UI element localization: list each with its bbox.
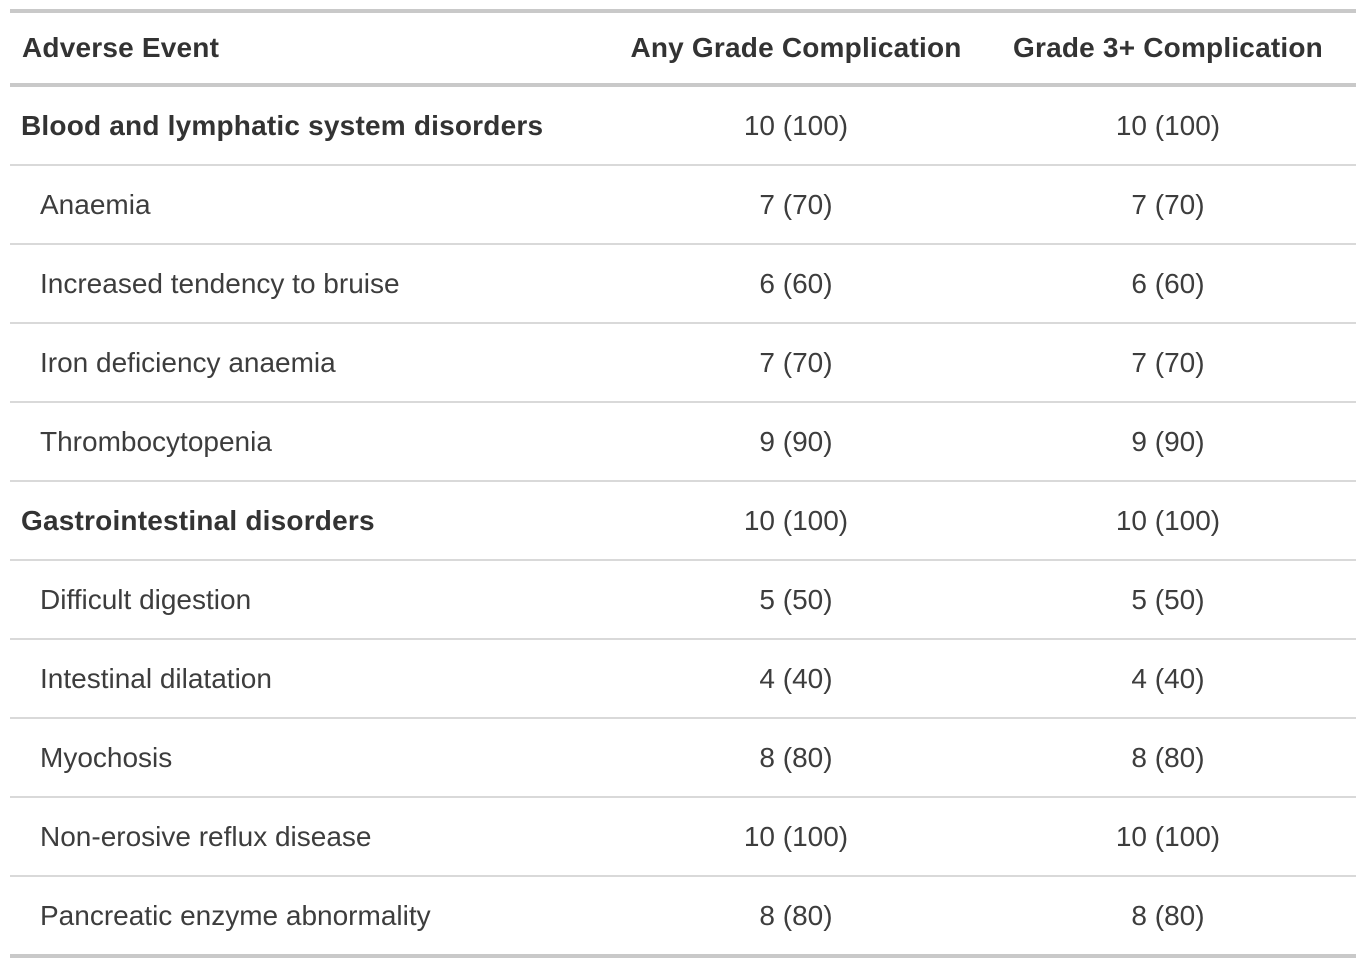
- table-row: Increased tendency to bruise 6 (60) 6 (6…: [10, 244, 1356, 324]
- adverse-event-cell: Iron deficiency anaemia: [10, 323, 612, 403]
- adverse-event-cell: Myochosis: [10, 718, 612, 798]
- grade-3-plus-cell: 10 (100): [980, 797, 1356, 877]
- grade-3-plus-cell: 8 (80): [980, 718, 1356, 798]
- adverse-event-cell: Difficult digestion: [10, 560, 612, 640]
- table-row: Difficult digestion 5 (50) 5 (50): [10, 560, 1356, 640]
- any-grade-cell: 8 (80): [759, 899, 833, 931]
- table-row: Intestinal dilatation 4 (40) 4 (40): [10, 639, 1356, 719]
- any-grade-cell: 10 (100): [612, 481, 980, 561]
- any-grade-cell: 8 (80): [612, 718, 980, 798]
- table-row: Myochosis 8 (80) 8 (80): [10, 718, 1356, 798]
- grade-3-plus-cell: 4 (40): [980, 639, 1356, 719]
- any-grade-cell: 6 (60): [612, 244, 980, 324]
- any-grade-cell: 10 (100): [612, 797, 980, 877]
- adverse-event-cell: Gastrointestinal disorders: [10, 481, 612, 561]
- table-row-category: Gastrointestinal disorders 10 (100) 10 (…: [10, 481, 1356, 561]
- header-row: Adverse Event Any Grade Complication Gra…: [10, 11, 1356, 87]
- adverse-event-cell: Pancreatic enzyme abnormality: [40, 899, 431, 931]
- table-row: Pancreatic enzyme abnormality 8 (80) 8 (…: [10, 876, 1356, 956]
- adverse-event-cell: Blood and lymphatic system disorders: [10, 85, 612, 166]
- adverse-events-table-container: Adverse Event Any Grade Complication Gra…: [10, 9, 1356, 958]
- table-body: Blood and lymphatic system disorders 10 …: [10, 85, 1356, 956]
- adverse-event-cell: Increased tendency to bruise: [10, 244, 612, 324]
- column-header-any-grade: Any Grade Complication: [612, 11, 980, 87]
- any-grade-cell: 7 (70): [612, 165, 980, 245]
- grade-3-plus-cell: 7 (70): [980, 165, 1356, 245]
- grade-3-plus-cell: 10 (100): [980, 85, 1356, 166]
- adverse-event-cell: Intestinal dilatation: [10, 639, 612, 719]
- adverse-events-table: Adverse Event Any Grade Complication Gra…: [10, 9, 1356, 958]
- adverse-event-cell: Non-erosive reflux disease: [10, 797, 612, 877]
- grade-3-plus-cell: 5 (50): [980, 560, 1356, 640]
- any-grade-cell: 4 (40): [612, 639, 980, 719]
- grade-3-plus-cell: 7 (70): [980, 323, 1356, 403]
- any-grade-cell: 7 (70): [612, 323, 980, 403]
- any-grade-cell: 9 (90): [612, 402, 980, 482]
- table-row: Iron deficiency anaemia 7 (70) 7 (70): [10, 323, 1356, 403]
- grade-3-plus-cell: 8 (80): [1131, 899, 1205, 931]
- adverse-event-cell: Thrombocytopenia: [10, 402, 612, 482]
- table-header: Adverse Event Any Grade Complication Gra…: [10, 11, 1356, 87]
- any-grade-cell: 5 (50): [612, 560, 980, 640]
- column-header-grade-3-plus: Grade 3+ Complication: [980, 11, 1356, 87]
- table-row: Anaemia 7 (70) 7 (70): [10, 165, 1356, 245]
- any-grade-cell: 10 (100): [612, 85, 980, 166]
- column-header-adverse-event: Adverse Event: [10, 11, 612, 87]
- grade-3-plus-cell: 10 (100): [980, 481, 1356, 561]
- adverse-event-cell: Anaemia: [10, 165, 612, 245]
- grade-3-plus-cell: 9 (90): [980, 402, 1356, 482]
- table-row: Non-erosive reflux disease 10 (100) 10 (…: [10, 797, 1356, 877]
- grade-3-plus-cell: 6 (60): [980, 244, 1356, 324]
- table-row: Thrombocytopenia 9 (90) 9 (90): [10, 402, 1356, 482]
- table-row-category: Blood and lymphatic system disorders 10 …: [10, 85, 1356, 166]
